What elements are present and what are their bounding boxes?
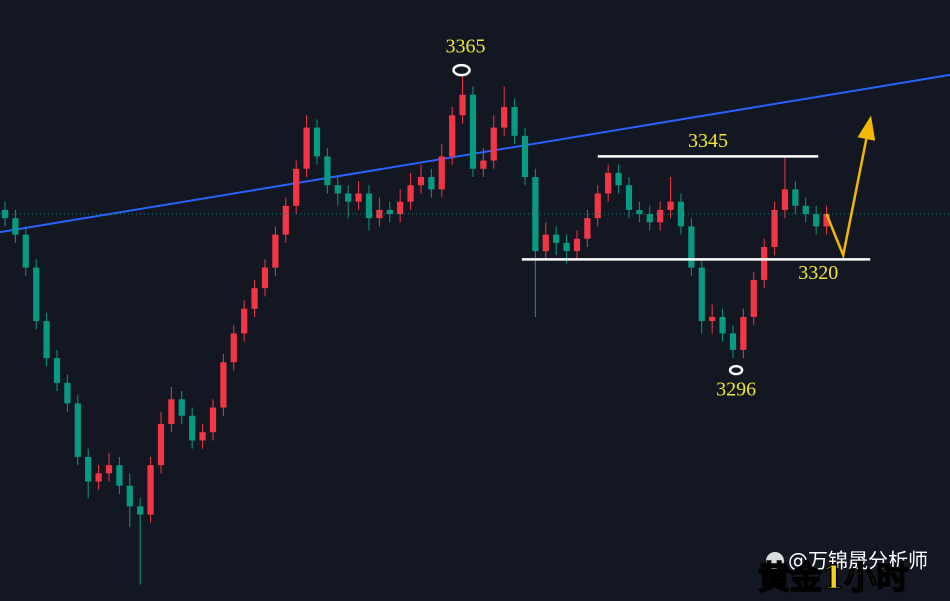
arrow-head [857, 115, 876, 141]
candle-body [12, 218, 19, 235]
candle-body [22, 234, 29, 268]
marker-ring [452, 63, 471, 77]
candle-body [573, 238, 581, 252]
candle-body [501, 107, 508, 128]
level-label: 3320 [798, 262, 838, 284]
candle-body [74, 403, 81, 457]
candle-body [261, 267, 269, 289]
candle-body [667, 201, 674, 210]
candle-body [178, 399, 185, 416]
candle-body [116, 465, 123, 486]
candle-body [750, 279, 757, 317]
candle-body [625, 185, 633, 210]
candle-body [386, 209, 393, 215]
candle-body [105, 465, 113, 474]
candle-body [33, 267, 40, 322]
candle-body [126, 485, 133, 507]
candle-body [241, 308, 248, 334]
candle-body [542, 234, 549, 252]
marker-label: 3296 [716, 379, 756, 401]
candle-body [688, 226, 695, 268]
candle-body [293, 168, 300, 206]
candle-body [480, 160, 487, 169]
candle-body [168, 399, 175, 424]
candle-body [397, 201, 404, 215]
candle-body [636, 209, 643, 215]
candle-body [646, 214, 653, 223]
plot: 3345 3320 3365 3296 [0, 36, 950, 585]
candle-body [657, 209, 664, 223]
candle-body [199, 432, 206, 441]
candle-body [324, 156, 331, 186]
candle-body [85, 456, 92, 482]
candle-body [345, 193, 352, 202]
candle-body [417, 177, 425, 186]
candle-body [438, 156, 445, 190]
candle-body [729, 333, 737, 350]
candle-body [230, 333, 237, 363]
level-label: 3345 [688, 130, 728, 152]
watermark-icon [766, 552, 784, 570]
candle-body [469, 94, 477, 169]
candle-body [365, 193, 373, 219]
caption: 黄金1小时 [758, 559, 908, 597]
candle-body [459, 94, 466, 116]
candle-body [376, 209, 383, 219]
marker-ring [728, 364, 744, 376]
candle-body [147, 465, 154, 515]
candle-body [719, 316, 726, 334]
candle-body [428, 177, 435, 190]
projection-arrow [825, 119, 872, 260]
candle-body [95, 473, 102, 482]
candle-body [209, 407, 217, 433]
candle-body [563, 242, 570, 252]
candle-body [771, 209, 778, 247]
candle-body [605, 172, 612, 194]
watermark-group: @万锦晟分析师 黄金1小时 [757, 549, 928, 598]
candle-body [355, 193, 362, 202]
candle-body [553, 234, 560, 243]
candle-body [189, 415, 196, 441]
candle-body [709, 316, 716, 322]
candle-body [272, 234, 279, 268]
candle-body [615, 172, 622, 186]
candle-body [303, 127, 310, 169]
candle-body [313, 127, 321, 157]
candle-body [698, 267, 705, 322]
candle-body [43, 321, 50, 359]
candle-body [781, 189, 789, 210]
candle-body [449, 115, 456, 157]
candle-body [64, 382, 71, 404]
candle-body [282, 205, 289, 235]
candle-body [511, 107, 518, 136]
candle-body [761, 246, 768, 280]
watermark: @万锦晟分析师 [788, 549, 928, 573]
candle-body [407, 185, 414, 202]
candle-body [532, 177, 539, 252]
candle-body [813, 214, 820, 227]
candle-body [740, 316, 747, 350]
candle-body [584, 218, 591, 239]
candle-body [53, 358, 61, 383]
candle-body [792, 189, 799, 206]
candle-body [823, 214, 830, 227]
marker-label: 3365 [446, 36, 486, 58]
candle-body [802, 205, 809, 215]
candle-body [220, 362, 227, 408]
candle-body [137, 506, 144, 515]
candle-body [157, 423, 165, 466]
candle-body [521, 135, 529, 178]
candle-body [490, 127, 497, 161]
candle-body [594, 193, 601, 219]
candle-body [251, 288, 258, 309]
candle-body [334, 185, 341, 194]
